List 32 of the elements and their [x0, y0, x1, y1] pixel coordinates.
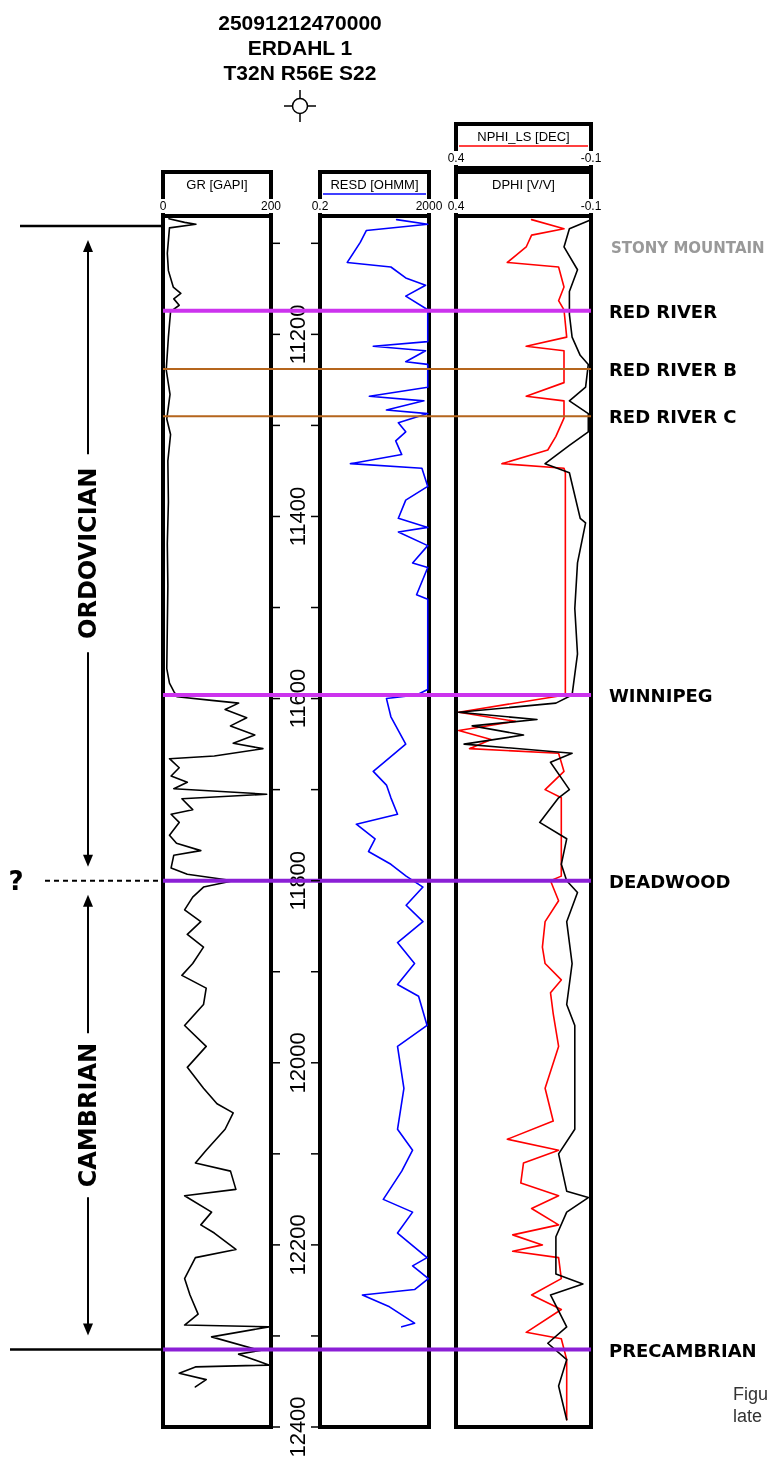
text: late: [733, 1406, 763, 1426]
y-tick-label: 11200: [285, 304, 310, 365]
ref-line-label: DEADWOOD: [609, 870, 731, 892]
x2-tick-label: 0.4: [447, 151, 465, 165]
x-tick-label: 0: [159, 199, 167, 213]
x-axis-title: GR [GAPI]: [186, 177, 248, 192]
ref-line-label: RED RIVER: [609, 300, 718, 322]
line-series: [165, 217, 270, 1388]
x-tick-label: 0.4: [447, 199, 465, 213]
x-tick-label: 2000: [415, 199, 443, 213]
text: CAMBRIAN: [74, 1042, 102, 1188]
chart-title: 25091212470000 ERDAHL 1 T32N R56E S22: [218, 11, 382, 84]
x-axis-title: RESD [OHMM]: [330, 177, 419, 192]
ref-line-label: PRECAMBRIAN: [609, 1339, 757, 1361]
y-tick-label: 11800: [285, 850, 310, 911]
text: STONY MOUNTAIN: [611, 239, 765, 257]
y-tick-label: 12000: [285, 1032, 310, 1094]
text: Figu: [733, 1384, 769, 1404]
text: ORDOVICIAN: [74, 467, 102, 639]
x-tick-label: -0.1: [580, 199, 602, 213]
ref-line-label: RED RIVER C: [609, 406, 737, 428]
x2-axis-title: NPHI_LS [DEC]: [477, 129, 570, 144]
x2-tick-label: -0.1: [580, 151, 602, 165]
y-tick-label: 11400: [285, 486, 310, 547]
y-tick-label: 12200: [285, 1214, 310, 1276]
ref-line-label: RED RIVER B: [609, 358, 737, 380]
text: ?: [8, 865, 24, 896]
y-tick-label: 12400: [285, 1396, 310, 1458]
x-tick-label: 0.2: [311, 199, 329, 213]
x-axis-title: DPHI [V/V]: [492, 177, 555, 192]
x-tick-label: 200: [260, 199, 282, 213]
ref-line-label: WINNIPEG: [609, 684, 713, 706]
